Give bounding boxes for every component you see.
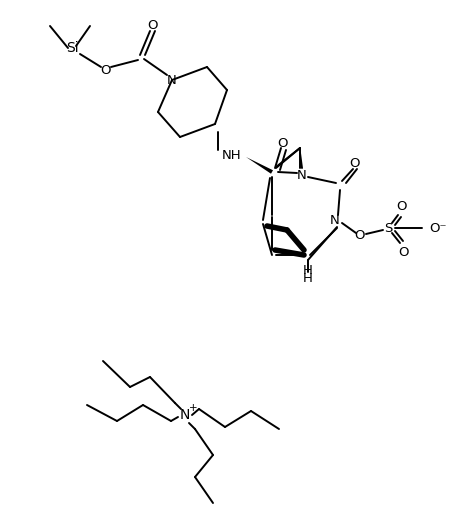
Text: N: N [297, 168, 307, 181]
Text: N: N [180, 408, 190, 422]
Text: O: O [147, 19, 157, 32]
Text: O: O [355, 228, 365, 241]
Text: S: S [384, 222, 392, 235]
Text: H: H [303, 264, 313, 277]
Text: O: O [278, 137, 288, 150]
Text: N: N [330, 214, 340, 227]
Text: O: O [397, 200, 407, 213]
Text: O: O [399, 245, 409, 258]
Text: Si: Si [66, 41, 78, 55]
Text: +: + [189, 403, 197, 413]
Text: NH: NH [222, 149, 242, 162]
Text: O⁻: O⁻ [429, 222, 447, 235]
Text: O: O [350, 157, 360, 170]
Polygon shape [246, 157, 273, 174]
Text: H: H [303, 271, 313, 284]
Text: N: N [167, 73, 177, 86]
Text: O: O [100, 63, 110, 76]
